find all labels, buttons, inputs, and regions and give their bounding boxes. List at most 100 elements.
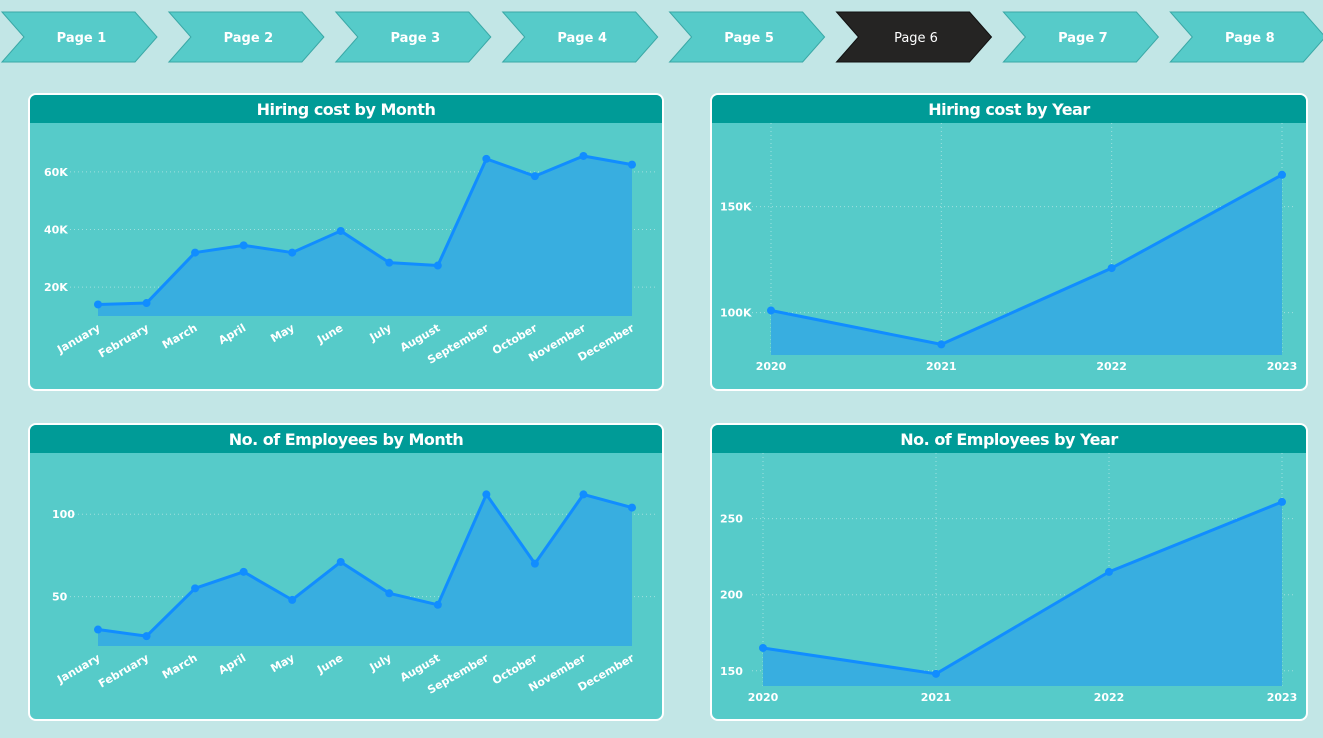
data-point[interactable] <box>433 261 442 270</box>
y-tick-label: 60K <box>44 166 68 179</box>
data-point[interactable] <box>288 595 297 604</box>
nav-tab-shape[interactable] <box>1002 11 1160 63</box>
series-area <box>763 501 1282 686</box>
nav-tab-label[interactable]: Page 8 <box>1225 31 1275 46</box>
page-navigation: Page 1 Page 2 Page 3 Page 4 Page 5 Page 6 Page… <box>0 0 1323 72</box>
y-tick-label: 40K <box>44 224 68 237</box>
employees-by-year-card: 150 200 250 2020 2021 2022 2023 No. of Employe… <box>710 423 1308 721</box>
data-point[interactable] <box>628 503 636 512</box>
chart-title: No. of Employees by Year <box>712 425 1306 453</box>
data-point[interactable] <box>385 258 394 267</box>
x-tick-label: 2022 <box>1096 360 1127 373</box>
y-tick-label: 200 <box>720 589 743 602</box>
data-point[interactable] <box>482 490 491 499</box>
employees-by-month-card: 50 100 January February March April May June Jul… <box>28 423 664 721</box>
hiring-cost-by-month-card: 20K 40K 60K January February March April May Jun… <box>28 93 664 391</box>
y-tick-label: 250 <box>720 513 743 526</box>
x-tick-label: May <box>268 321 296 345</box>
data-point[interactable] <box>94 300 102 309</box>
data-point[interactable] <box>937 340 946 349</box>
nav-tab-page-5[interactable]: Page 5 <box>668 11 826 63</box>
series-line <box>770 173 1283 346</box>
nav-tab-label[interactable]: Page 4 <box>557 31 607 46</box>
x-tick-label: May <box>268 651 296 675</box>
data-point[interactable] <box>336 557 345 566</box>
data-point[interactable] <box>1107 264 1116 273</box>
series-line <box>762 500 1283 676</box>
series-line <box>97 154 633 306</box>
hiring-cost-by-year-chart: 100K 150K 2020 2021 2022 2023 <box>720 103 1297 373</box>
data-point[interactable] <box>191 584 200 593</box>
nav-tab-page-6[interactable]: Page 6 <box>835 11 993 63</box>
y-tick-label: 150 <box>720 665 743 678</box>
x-tick-label: February <box>96 321 151 360</box>
data-point[interactable] <box>482 154 491 163</box>
nav-tab-label[interactable]: Page 5 <box>724 31 774 46</box>
data-point[interactable] <box>579 490 588 499</box>
data-point[interactable] <box>288 248 297 257</box>
nav-tab-shape[interactable] <box>668 11 826 63</box>
x-tick-label: July <box>367 321 394 344</box>
x-tick-label: January <box>54 651 102 686</box>
data-point[interactable] <box>433 600 442 609</box>
page-navigation-tabs: Page 1 Page 2 Page 3 Page 4 Page 5 Page 6 Page… <box>0 11 1323 63</box>
nav-tab-shape[interactable] <box>0 11 158 63</box>
x-tick-label: 2023 <box>1267 691 1298 704</box>
nav-tab-shape[interactable] <box>501 11 659 63</box>
data-point[interactable] <box>94 625 102 634</box>
nav-tab-shape[interactable] <box>334 11 492 63</box>
data-point[interactable] <box>239 241 248 250</box>
nav-tab-label[interactable]: Page 6 <box>894 31 938 46</box>
data-point[interactable] <box>759 643 767 652</box>
x-tick-label: 2022 <box>1094 691 1125 704</box>
nav-tab-page-7[interactable]: Page 7 <box>1002 11 1160 63</box>
series-area <box>98 494 632 646</box>
x-tick-label: February <box>96 651 151 690</box>
employees-by-year-chart: 150 200 250 2020 2021 2022 2023 <box>720 433 1298 704</box>
x-tick-label: 2020 <box>756 360 787 373</box>
nav-tab-page-8[interactable]: Page 8 <box>1169 11 1323 63</box>
x-tick-label: April <box>216 321 248 347</box>
x-tick-label: 2021 <box>926 360 957 373</box>
chart-title: Hiring cost by Year <box>712 95 1306 123</box>
y-tick-label: 50 <box>52 591 68 604</box>
data-point[interactable] <box>579 151 588 160</box>
chart-title: No. of Employees by Month <box>30 425 662 453</box>
series-area <box>771 174 1282 355</box>
data-point[interactable] <box>530 172 539 181</box>
data-point[interactable] <box>530 559 539 568</box>
data-point[interactable] <box>239 567 248 576</box>
nav-tab-shape[interactable] <box>167 11 325 63</box>
data-point[interactable] <box>1105 567 1113 576</box>
data-point[interactable] <box>142 299 151 308</box>
nav-tab-page-1[interactable]: Page 1 <box>0 11 158 63</box>
nav-tab-page-3[interactable]: Page 3 <box>334 11 492 63</box>
nav-tab-shape[interactable] <box>835 11 993 63</box>
data-point[interactable] <box>385 589 394 598</box>
nav-tab-label[interactable]: Page 7 <box>1058 31 1108 46</box>
x-tick-label: April <box>216 651 248 677</box>
nav-tab-shape[interactable] <box>1169 11 1323 63</box>
x-tick-label: June <box>314 651 345 676</box>
data-point[interactable] <box>767 306 775 315</box>
nav-tab-label[interactable]: Page 2 <box>224 31 274 46</box>
nav-tab-page-2[interactable]: Page 2 <box>167 11 325 63</box>
data-point[interactable] <box>1278 170 1286 179</box>
nav-tab-page-4[interactable]: Page 4 <box>501 11 659 63</box>
y-tick-label: 20K <box>44 281 68 294</box>
data-point[interactable] <box>142 632 151 641</box>
data-point[interactable] <box>191 248 200 257</box>
y-tick-label: 150K <box>720 201 752 214</box>
data-point[interactable] <box>628 160 636 169</box>
series-area <box>98 155 632 316</box>
x-tick-label: January <box>54 321 102 356</box>
nav-tab-label[interactable]: Page 3 <box>390 31 440 46</box>
nav-tab-label[interactable]: Page 1 <box>57 31 107 46</box>
y-tick-label: 100K <box>720 307 752 320</box>
series-line <box>97 492 633 638</box>
data-point[interactable] <box>1278 497 1286 506</box>
x-tick-label: 2021 <box>921 691 952 704</box>
data-point[interactable] <box>932 669 940 678</box>
data-point[interactable] <box>336 226 345 235</box>
